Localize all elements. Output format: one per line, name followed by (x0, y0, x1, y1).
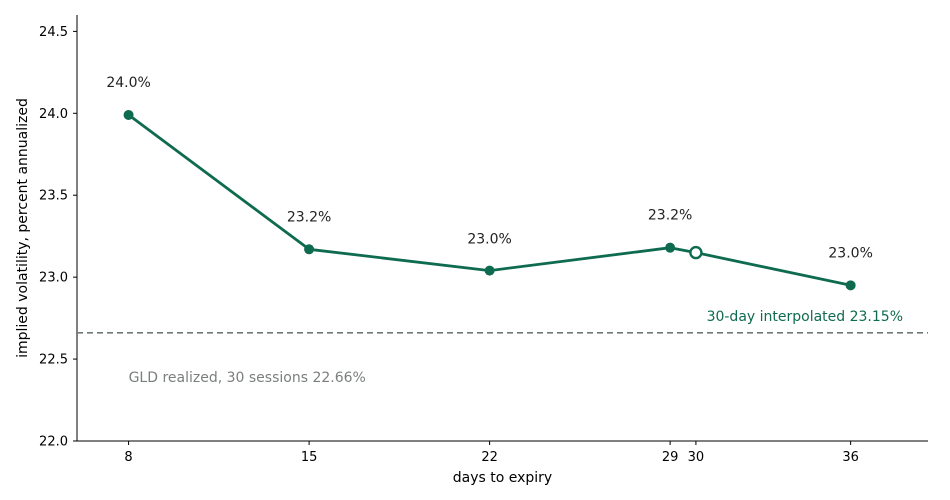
x-tick-label: 36 (842, 450, 859, 465)
data-label: 23.2% (648, 208, 692, 224)
points: 24.0% 23.2% 23.0% 23.2% 23.0% (106, 75, 873, 291)
x-tick-label: 8 (124, 450, 132, 465)
y-tick-label: 24.0 (39, 107, 68, 122)
x-tick-label: 15 (301, 450, 318, 465)
y-axis-title: implied volatility, percent annualized (15, 98, 31, 358)
data-point (304, 244, 315, 255)
data-label: 23.0% (828, 245, 872, 261)
data-label: 23.2% (287, 209, 331, 225)
x-tick-label: 30 (688, 450, 705, 465)
reference-line-group: GLD realized, 30 sessions 22.66% (77, 332, 928, 386)
y-tick-label: 23.5 (39, 189, 68, 204)
data-point (484, 265, 495, 276)
x-axis-title: days to expiry (453, 470, 552, 486)
series-group (127, 113, 851, 287)
y-tick-label: 22.5 (39, 353, 68, 368)
axes (76, 15, 928, 442)
x-tick-label: 29 (662, 450, 679, 465)
iv-series-line (127, 113, 851, 287)
data-point (123, 109, 134, 120)
data-point (665, 242, 676, 253)
realized-vol-label: GLD realized, 30 sessions 22.66% (129, 370, 366, 386)
y-tick-label: 23.0 (39, 271, 68, 286)
data-point (845, 280, 856, 291)
y-tick-label: 22.0 (39, 435, 68, 450)
ticks: 22.0 22.5 23.0 23.5 24.0 24.5 8 15 22 29 30 36 (39, 25, 859, 465)
x-tick-label: 22 (481, 450, 498, 465)
interpolated-point (689, 245, 703, 260)
interpolated-label: 30-day interpolated 23.15% (707, 309, 903, 325)
y-tick-label: 24.5 (39, 25, 68, 40)
data-label: 24.0% (106, 75, 150, 91)
data-label: 23.0% (467, 232, 511, 248)
